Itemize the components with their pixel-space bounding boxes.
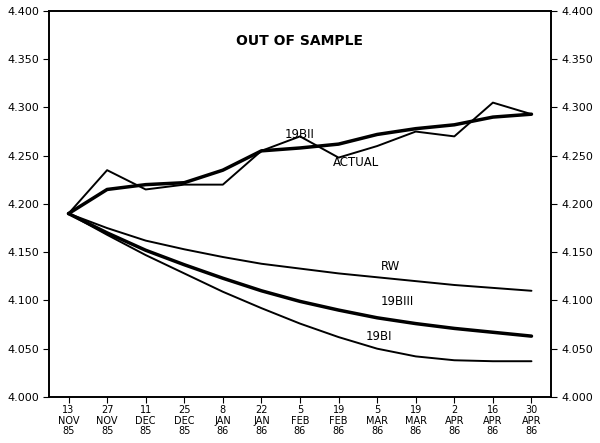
- Text: OUT OF SAMPLE: OUT OF SAMPLE: [236, 34, 364, 48]
- Text: ACTUAL: ACTUAL: [333, 156, 379, 169]
- Text: 19BIII: 19BIII: [381, 295, 414, 308]
- Text: 19BI: 19BI: [365, 330, 392, 342]
- Text: RW: RW: [381, 260, 400, 273]
- Text: 19BII: 19BII: [284, 128, 314, 141]
